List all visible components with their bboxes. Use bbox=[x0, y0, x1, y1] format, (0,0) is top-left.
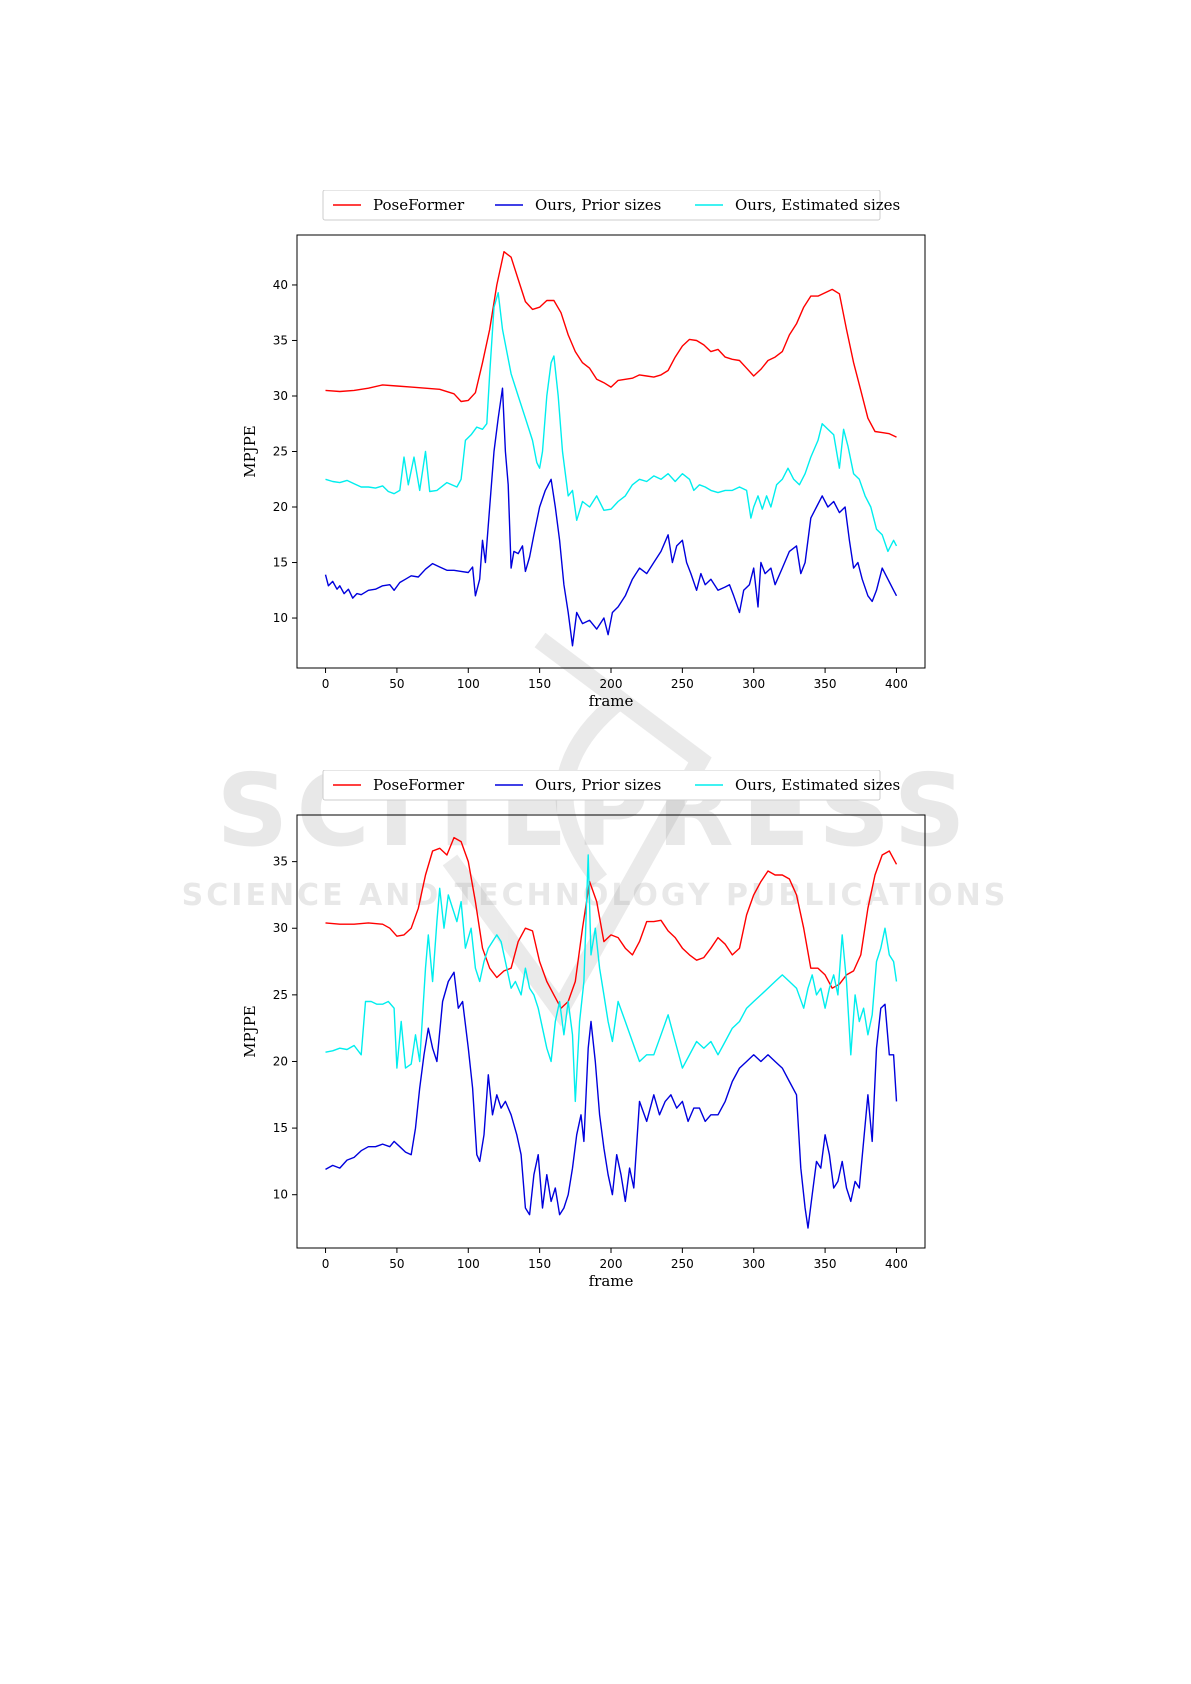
y-tick-label: 40 bbox=[273, 278, 288, 292]
y-tick-label: 20 bbox=[273, 500, 288, 514]
legend-box bbox=[322, 189, 881, 221]
watermark-logo-icon bbox=[442, 632, 712, 1027]
y-tick-label: 30 bbox=[273, 389, 288, 403]
x-tick-label: 150 bbox=[528, 677, 551, 691]
x-tick-label: 250 bbox=[671, 677, 694, 691]
x-tick-label: 50 bbox=[389, 677, 404, 691]
legend-label: Ours, Prior sizes bbox=[535, 776, 661, 794]
y-tick-label: 35 bbox=[273, 855, 288, 869]
legend-label: Ours, Estimated sizes bbox=[735, 776, 900, 794]
x-tick-label: 50 bbox=[389, 1257, 404, 1271]
chart-1-svg: 0 50 100 150 200 250 300 350 400 10 15 20 25 30 35 fram… bbox=[241, 769, 926, 1290]
x-tick-label: 200 bbox=[600, 1257, 623, 1271]
y-tick-label: 20 bbox=[273, 1054, 288, 1068]
plot-frame bbox=[296, 814, 926, 1249]
x-tick-label: 100 bbox=[457, 1257, 480, 1271]
y-axis-title: MPJPE bbox=[241, 1005, 259, 1058]
legend-box bbox=[322, 769, 881, 801]
plot-frame bbox=[296, 234, 926, 669]
legend: PoseFormer Ours, Prior sizes Ours, Estimat… bbox=[322, 769, 900, 801]
y-tick-label: 25 bbox=[273, 988, 288, 1002]
y-axis-title: MPJPE bbox=[241, 425, 259, 478]
y-tick-label: 15 bbox=[273, 556, 288, 570]
chart-0-svg: 0 50 100 150 200 250 300 350 400 10 15 20 25 30 35 40 fr… bbox=[241, 189, 926, 710]
x-tick-label: 150 bbox=[528, 1257, 551, 1271]
series-line-1 bbox=[324, 387, 898, 647]
legend-label: Ours, Prior sizes bbox=[535, 196, 661, 214]
series-line-2 bbox=[325, 292, 898, 553]
y-tick-label: 10 bbox=[273, 611, 288, 625]
legend-label: PoseFormer bbox=[373, 776, 465, 794]
x-axis-title: frame bbox=[589, 692, 634, 710]
x-tick-label: 100 bbox=[457, 677, 480, 691]
x-tick-label: 200 bbox=[600, 677, 623, 691]
x-axis-title: frame bbox=[589, 1272, 634, 1290]
series-line-0 bbox=[325, 836, 898, 1009]
y-tick-label: 30 bbox=[273, 921, 288, 935]
x-tick-label: 250 bbox=[671, 1257, 694, 1271]
series-line-2 bbox=[325, 854, 898, 1103]
x-tick-label: 350 bbox=[814, 677, 837, 691]
series-line-0 bbox=[325, 251, 897, 438]
chart-top: 0 50 100 150 200 250 300 350 400 10 15 20 25 30 35 40 fr… bbox=[0, 189, 1191, 750]
legend-label: PoseFormer bbox=[373, 196, 465, 214]
y-tick-label: 35 bbox=[273, 333, 288, 347]
chart-bottom: 0 50 100 150 200 250 300 350 400 10 15 20 25 30 35 fram… bbox=[0, 769, 1191, 1330]
x-tick-label: 0 bbox=[322, 1257, 330, 1271]
legend: PoseFormer Ours, Prior sizes Ours, Estimat… bbox=[322, 189, 900, 221]
legend-label: Ours, Estimated sizes bbox=[735, 196, 900, 214]
y-tick-label: 25 bbox=[273, 445, 288, 459]
x-tick-label: 350 bbox=[814, 1257, 837, 1271]
series-line-1 bbox=[325, 971, 898, 1229]
x-tick-label: 300 bbox=[742, 677, 765, 691]
x-tick-label: 400 bbox=[885, 677, 908, 691]
x-tick-label: 300 bbox=[742, 1257, 765, 1271]
x-tick-label: 0 bbox=[322, 677, 330, 691]
y-tick-label: 15 bbox=[273, 1121, 288, 1135]
y-tick-label: 10 bbox=[273, 1188, 288, 1202]
x-tick-label: 400 bbox=[885, 1257, 908, 1271]
